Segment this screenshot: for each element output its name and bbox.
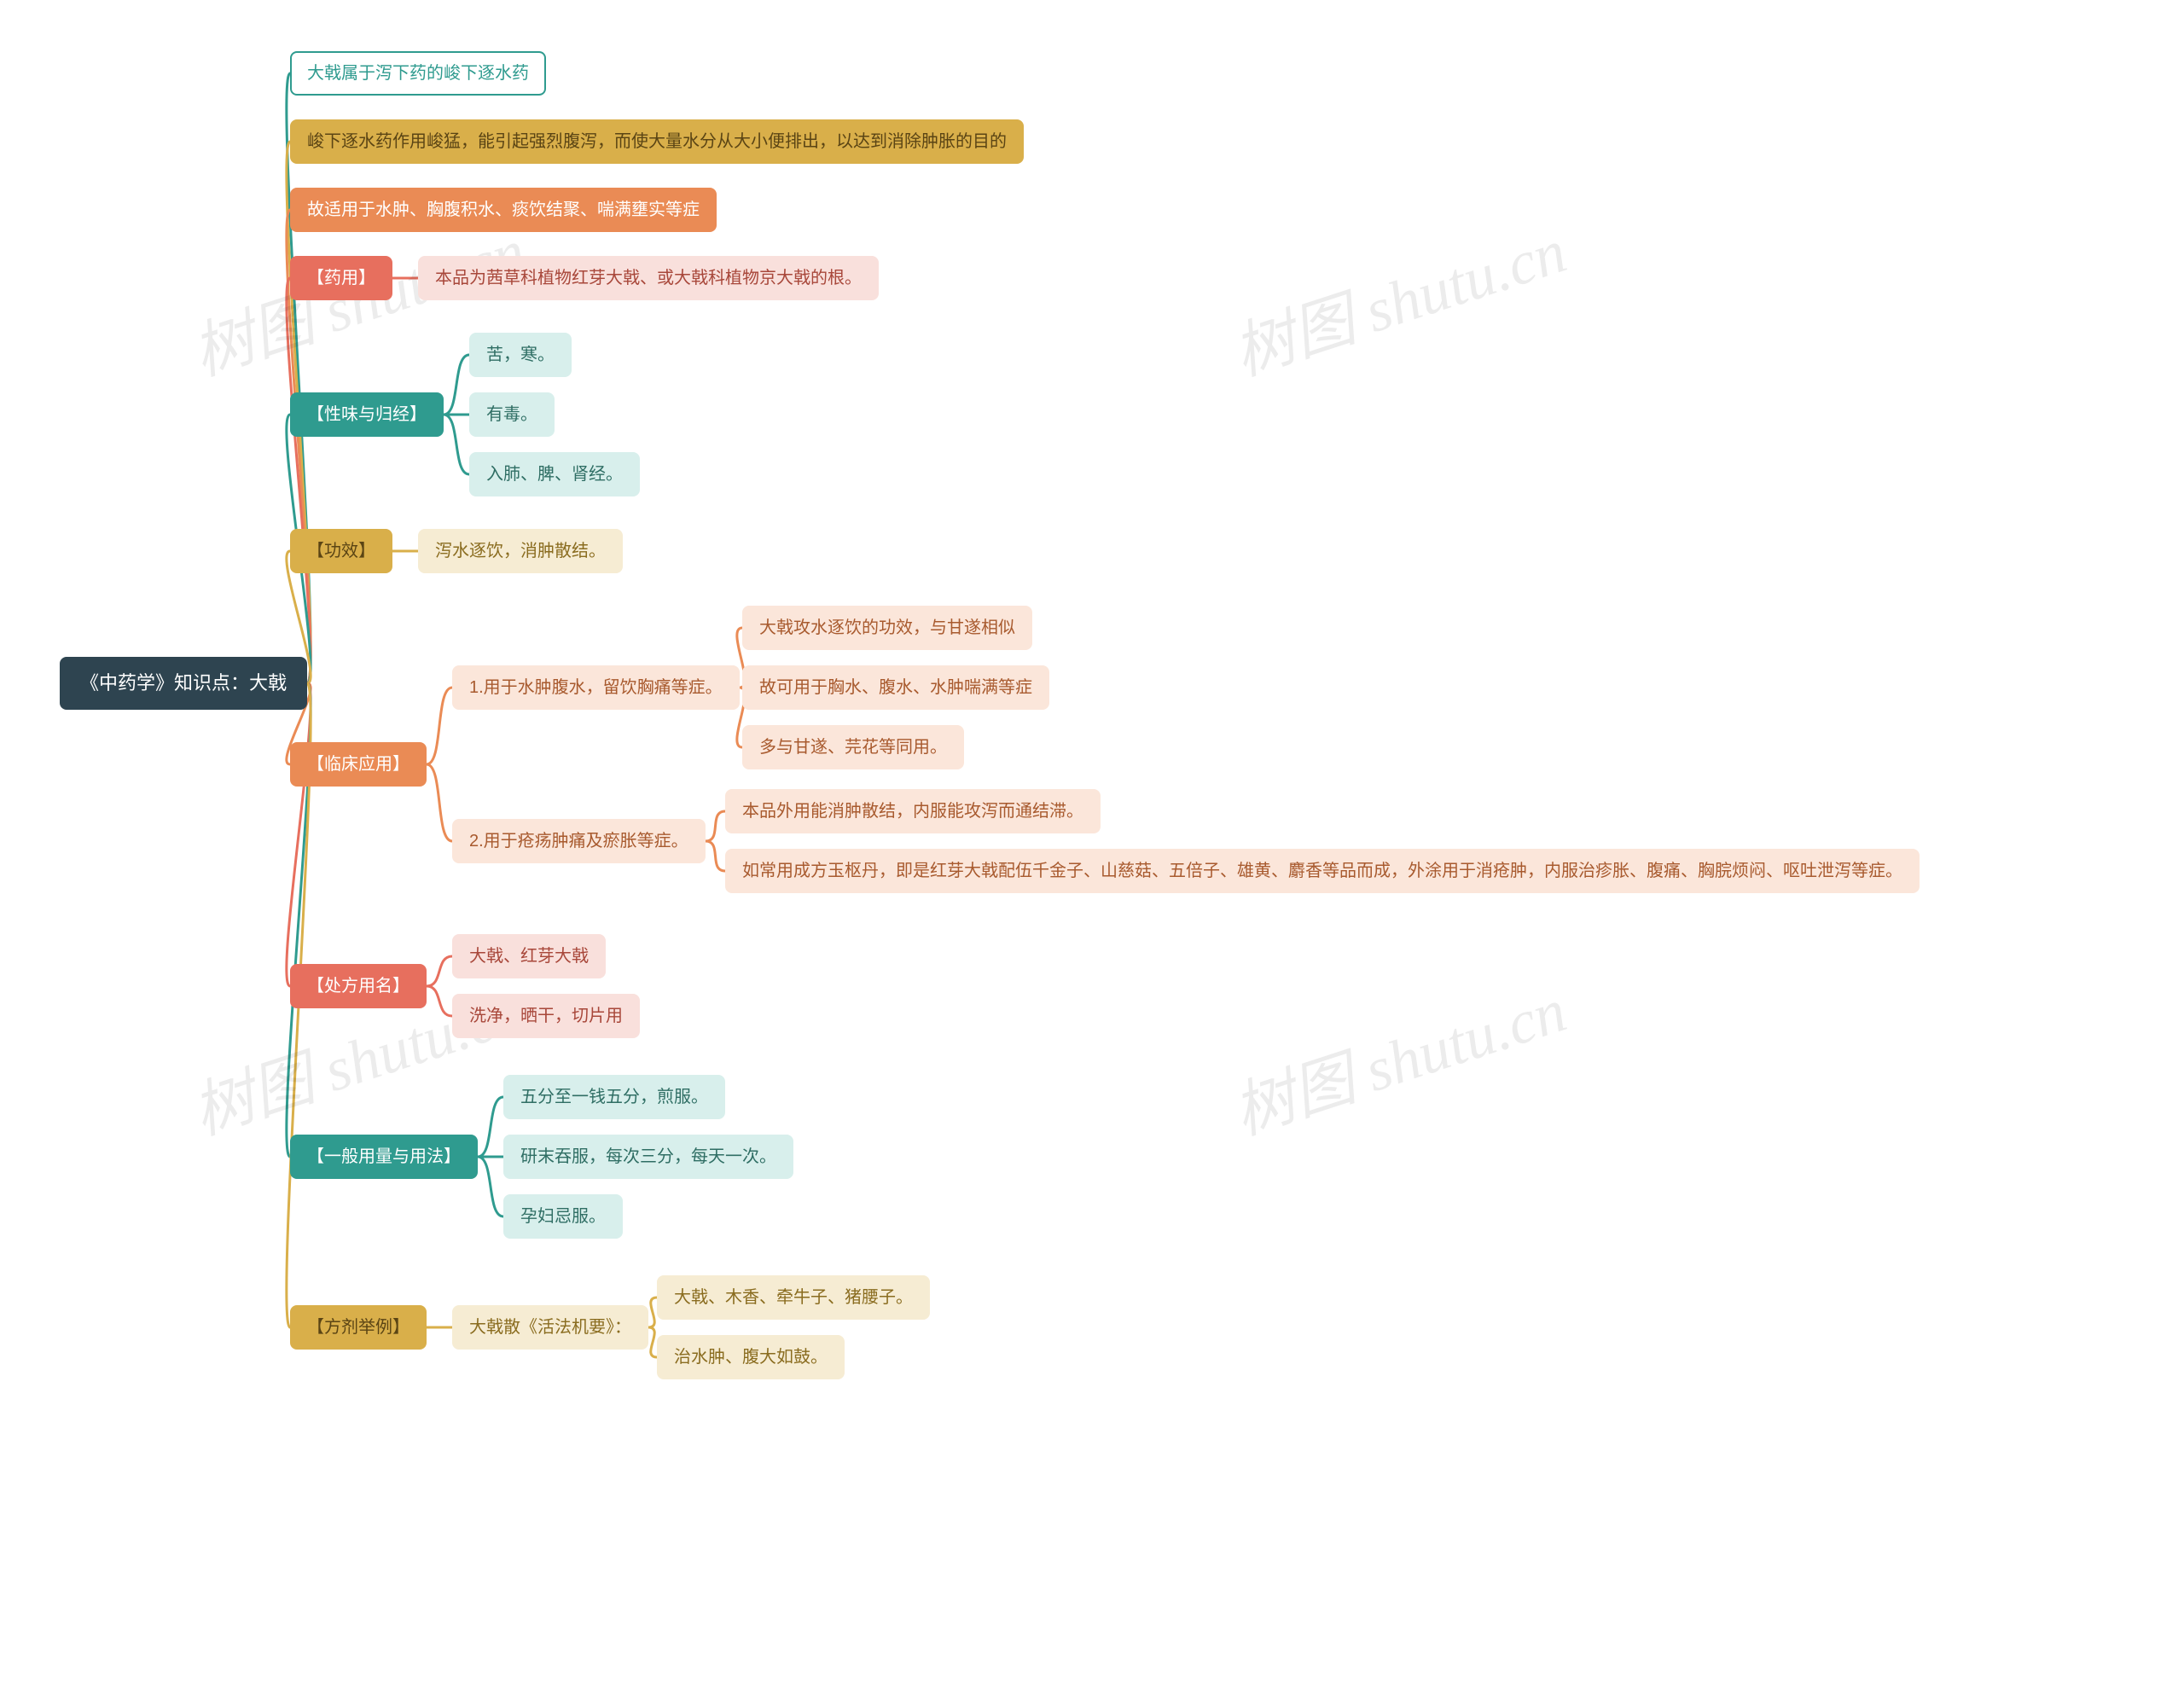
edge [287, 278, 311, 683]
edge [427, 986, 452, 1016]
mindmap-node[interactable]: 【方剂举例】 [290, 1305, 427, 1350]
mindmap-node[interactable]: 多与甘遂、芫花等同用。 [742, 725, 964, 769]
edge [287, 683, 311, 986]
mindmap-node[interactable]: 大戟、红芽大戟 [452, 934, 606, 978]
mindmap-node[interactable]: 【功效】 [290, 529, 392, 573]
mindmap-node[interactable]: 大戟散《活法机要》： [452, 1305, 648, 1350]
mindmap-node[interactable]: 本品为茜草科植物红芽大戟、或大戟科植物京大戟的根。 [418, 256, 879, 300]
edge [444, 415, 469, 474]
mindmap-node[interactable]: 大戟攻水逐饮的功效，与甘遂相似 [742, 606, 1032, 650]
edge [427, 764, 452, 841]
edge [648, 1298, 657, 1327]
mindmap-node[interactable]: 【处方用名】 [290, 964, 427, 1008]
mindmap-node[interactable]: 如常用成方玉枢丹，即是红芽大戟配伍千金子、山慈菇、五倍子、雄黄、麝香等品而成，外… [725, 849, 1920, 893]
mindmap-node[interactable]: 五分至一钱五分，煎服。 [503, 1075, 725, 1119]
watermark: 树图 shutu.cn [1220, 200, 1576, 392]
mindmap-node[interactable]: 洗净，晒干，切片用 [452, 994, 640, 1038]
edge [648, 1327, 657, 1357]
mindmap-node[interactable]: 大戟属于泻下药的峻下逐水药 [290, 51, 546, 96]
edge [706, 841, 725, 871]
mindmap-node[interactable]: 【一般用量与用法】 [290, 1135, 478, 1179]
mindmap-node[interactable]: 【临床应用】 [290, 742, 427, 787]
mindmap-node[interactable]: 【药用】 [290, 256, 392, 300]
edge [444, 355, 469, 415]
mindmap-node[interactable]: 本品外用能消肿散结，内服能攻泻而通结滞。 [725, 789, 1101, 833]
mindmap-root[interactable]: 《中药学》知识点：大戟 [60, 657, 307, 710]
mindmap-node[interactable]: 治水肿、腹大如鼓。 [657, 1335, 845, 1379]
mindmap-node[interactable]: 故可用于胸水、腹水、水肿喘满等症 [742, 665, 1049, 710]
mindmap-canvas: 树图 shutu.cn树图 shutu.cn树图 shutu.cn树图 shut… [0, 0, 2184, 1701]
mindmap-node[interactable]: 峻下逐水药作用峻猛，能引起强烈腹泻，而使大量水分从大小便排出，以达到消除肿胀的目… [290, 119, 1024, 164]
mindmap-node[interactable]: 2.用于疮疡肿痛及瘀胀等症。 [452, 819, 706, 863]
mindmap-node[interactable]: 泻水逐饮，消肿散结。 [418, 529, 623, 573]
edge [427, 688, 452, 764]
mindmap-node[interactable]: 1.用于水肿腹水，留饮胸痛等症。 [452, 665, 740, 710]
edge [478, 1097, 503, 1157]
mindmap-node[interactable]: 故适用于水肿、胸腹积水、痰饮结聚、喘满壅实等症 [290, 188, 717, 232]
mindmap-node[interactable]: 【性味与归经】 [290, 392, 444, 437]
mindmap-node[interactable]: 苦，寒。 [469, 333, 572, 377]
edge [706, 811, 725, 841]
mindmap-node[interactable]: 入肺、脾、肾经。 [469, 452, 640, 496]
mindmap-node[interactable]: 大戟、木香、牵牛子、猪腰子。 [657, 1275, 930, 1320]
edge [478, 1157, 503, 1216]
mindmap-node[interactable]: 研末吞服，每次三分，每天一次。 [503, 1135, 793, 1179]
edge [427, 956, 452, 986]
watermark: 树图 shutu.cn [1220, 960, 1576, 1152]
mindmap-node[interactable]: 有毒。 [469, 392, 555, 437]
edge [287, 73, 311, 683]
mindmap-node[interactable]: 孕妇忌服。 [503, 1194, 623, 1239]
